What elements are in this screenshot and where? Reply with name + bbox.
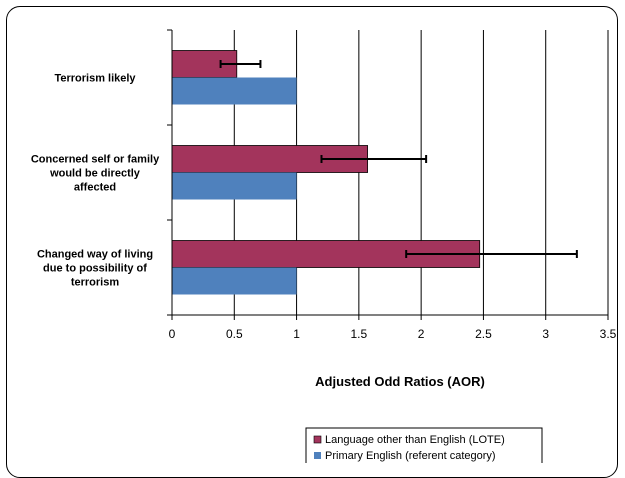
category-label-line: terrorism [71,277,120,289]
bar-s1-c1 [172,172,297,200]
legend-label-1: Primary English (referent category) [325,450,496,462]
bar-s1-c0 [172,77,297,105]
error-bars [219,60,578,258]
x-axis-title: Adjusted Odd Ratios (AOR) [315,374,485,389]
legend: Language other than English (LOTE) Primar… [305,427,543,463]
category-label-line: Concerned self or family [31,154,160,166]
legend-box [305,427,543,463]
axes [167,29,609,320]
category-label-1: Concerned self or family would be directl… [31,154,160,194]
category-label-line: due to possibility of [43,263,147,275]
category-label-2: Changed way of living due to possibility … [37,249,153,289]
chart: Terrorism likely Concerned self or family… [31,29,617,463]
legend-label-0: Language other than English (LOTE) [325,434,505,446]
x-tick-label-4: 2 [418,327,425,341]
x-tick-label-7: 3.5 [600,327,617,341]
category-label-0: Terrorism likely [54,73,136,85]
category-label-line: Changed way of living [37,249,153,261]
category-label-line: would be directly [49,168,141,180]
legend-swatch-0 [313,435,322,444]
tick-labels: 0 0.5 1 1.5 2 2.5 3 3.5 [169,327,617,341]
category-label-line: Terrorism likely [54,73,136,85]
x-tick-label-0: 0 [169,327,176,341]
legend-swatch-1 [314,452,321,459]
bar-s1-c2 [172,267,297,295]
x-tick-label-5: 2.5 [475,327,492,341]
x-tick-label-2: 1 [293,327,300,341]
x-tick-label-6: 3 [542,327,549,341]
x-tick-label-1: 0.5 [226,327,243,341]
category-label-line: affected [74,182,116,194]
category-labels: Terrorism likely Concerned self or family… [31,73,160,289]
x-tick-label-3: 1.5 [351,327,368,341]
bars [171,50,481,295]
